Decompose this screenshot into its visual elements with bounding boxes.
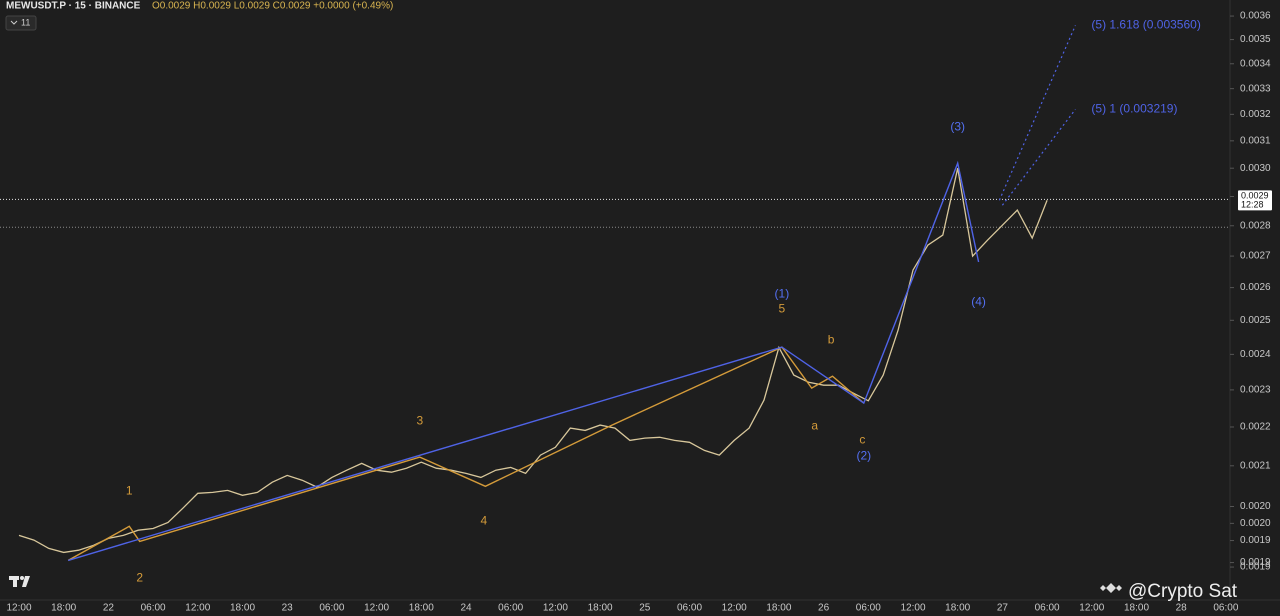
x-tick-label: 25 [639,603,651,614]
x-tick-label: 23 [282,603,294,614]
watermark: @Crypto Sat [1128,581,1238,602]
wave-label: 5 [779,302,786,316]
x-tick-label: 06:00 [141,603,166,614]
y-tick-label: 0.0028 [1240,220,1271,231]
x-tick-label: 06:00 [856,603,881,614]
y-tick-label: 0.0020 [1240,501,1271,512]
y-tick-label: 0.0033 [1240,83,1271,94]
x-tick-label: 12:00 [722,603,747,614]
x-tick-label: 18:00 [945,603,970,614]
price-line [18,168,1048,554]
x-tick-label: 06:00 [498,603,523,614]
wave-label: c [859,433,865,447]
wave-label: 4 [481,513,488,527]
x-tick-label: 12:00 [1079,603,1104,614]
x-tick-label: 12:00 [185,603,210,614]
wave-label: 3 [416,413,423,427]
wave-line [67,160,980,562]
x-tick-label: 06:00 [319,603,344,614]
x-tick-label: 26 [818,603,830,614]
y-tick-label: 0.0023 [1240,385,1271,396]
x-tick-label: 12:00 [6,603,31,614]
wave-label: (2) [856,448,871,462]
x-tick-label: 06:00 [1213,603,1238,614]
y-tick-label: 0.0030 [1240,163,1271,174]
wave-label: 2 [136,571,143,585]
y-tick-label: 0.0022 [1240,422,1271,433]
wave-label: 1 [126,483,133,497]
tv-logo [9,576,30,587]
watermark-icon [1100,583,1122,593]
indicator-badge[interactable] [5,15,37,31]
wave-label: (4) [971,294,986,308]
x-tick-label: 18:00 [51,603,76,614]
x-tick-label: 27 [997,603,1009,614]
x-tick-label: 22 [103,603,115,614]
y-tick-label: 0.0034 [1240,58,1271,69]
chevron-icon [10,20,18,25]
countdown: 12:28 [1241,200,1264,210]
wave-label: (1) [775,287,790,301]
x-tick-label: 28 [1176,603,1188,614]
last-price-label: 0.0029 [1241,191,1269,201]
y-tick-label: 0.0036 [1240,11,1271,22]
wave-label: a [811,418,818,432]
ohlc: O0.0029 H0.0029 L0.0029 C0.0029 +0.0000 … [152,1,393,12]
target-label: (5) 1 (0.003219) [1091,102,1177,116]
y-tick-label: 0.0021 [1240,460,1271,471]
x-tick-label: 12:00 [543,603,568,614]
x-tick-label: 18:00 [230,603,255,614]
y-tick-label: 0.0019 [1240,557,1271,568]
y-tick-label: 0.0027 [1240,251,1271,262]
y-tick-label: 0.0032 [1240,109,1271,120]
x-tick-label: 18:00 [1124,603,1149,614]
y-tick-label: 0.0025 [1240,315,1271,326]
x-tick-label: 18:00 [766,603,791,614]
x-tick-label: 18:00 [588,603,613,614]
y-tick-label: 0.0020 [1240,518,1271,529]
x-tick-label: 12:00 [364,603,389,614]
wave-line [1001,109,1076,206]
last-price-box [1238,190,1272,211]
wave-label: b [828,332,835,346]
y-tick-label: 0.0024 [1240,349,1271,360]
x-tick-label: 24 [460,603,472,614]
y-tick-label: 0.0026 [1240,282,1271,293]
wave-label: (3) [950,119,965,133]
y-tick-label: 0.0019 [1240,535,1271,546]
x-tick-label: 12:00 [900,603,925,614]
y-tick-label: 0.0035 [1240,34,1271,45]
y-tick-label: 0.0031 [1240,135,1271,146]
badge-count: 11 [21,17,30,27]
target-label: (5) 1.618 (0.003560) [1091,18,1200,32]
x-tick-label: 06:00 [677,603,702,614]
symbol: MEWUSDT.P · 15 · BINANCE [6,1,141,12]
wave-line [998,25,1076,201]
x-tick-label: 06:00 [1035,603,1060,614]
x-tick-label: 18:00 [409,603,434,614]
y-tick-label: 0.0019 [1240,562,1271,573]
wave-line [67,346,865,562]
